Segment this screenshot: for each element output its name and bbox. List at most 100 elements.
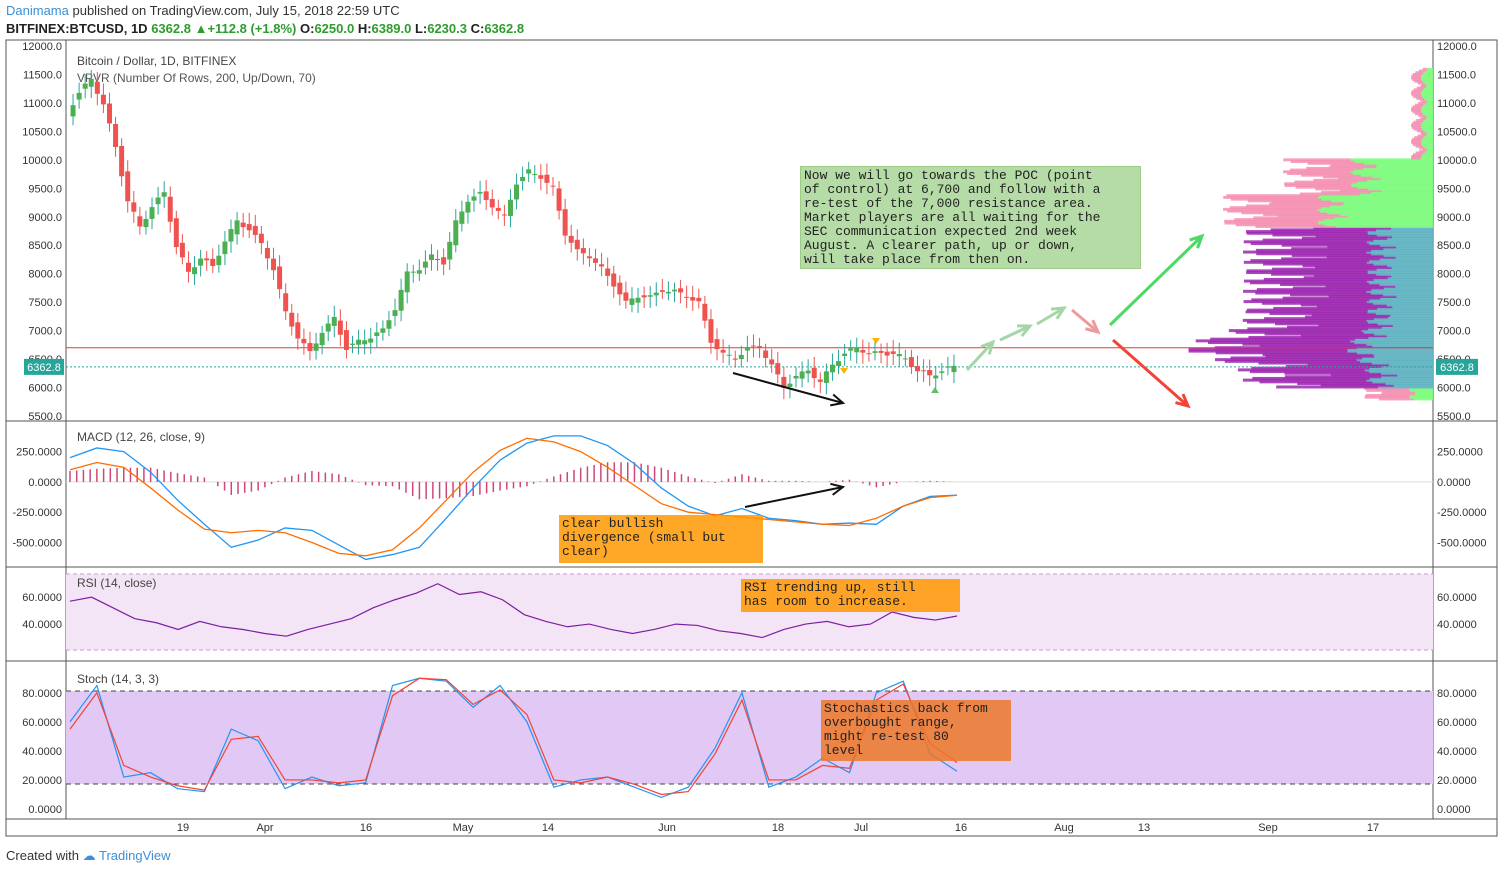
vp-bar-down <box>1337 177 1381 181</box>
vp-bar-down <box>1299 192 1360 196</box>
candle-body <box>836 361 842 367</box>
vp-bar-down <box>1315 235 1392 239</box>
vp-bar-down <box>1226 194 1320 198</box>
vp-bar-down <box>1412 105 1422 109</box>
candle-body <box>623 292 629 301</box>
vp-bar-up <box>1367 310 1433 314</box>
vp-bar-up <box>1319 194 1433 198</box>
vp-bar-down <box>1271 267 1377 271</box>
vp-bar-up <box>1421 122 1433 126</box>
vp-bar-up <box>1362 356 1433 360</box>
pane-tick-left: 80.0000 <box>22 688 62 700</box>
vp-bar-up <box>1371 361 1433 365</box>
candle-body <box>945 366 951 368</box>
candle-body <box>264 248 270 259</box>
vp-bar-down <box>1411 154 1422 158</box>
vp-bar-up <box>1421 74 1433 78</box>
vp-bar-down <box>1287 172 1353 176</box>
candle-body <box>119 145 125 177</box>
projection-arrow-2-head <box>1016 324 1034 338</box>
candle-body <box>860 350 866 353</box>
projection-arrow-1 <box>965 340 995 372</box>
pane-tick-right: 0.0000 <box>1437 477 1471 489</box>
vp-bar-down <box>1280 283 1380 287</box>
vp-bar-up <box>1381 371 1433 375</box>
vpvr-label: VPVR (Number Of Rows, 200, Up/Down, 70) <box>77 71 316 85</box>
candle-body <box>374 332 380 336</box>
vp-bar-up <box>1397 373 1433 377</box>
vp-bar-up <box>1375 312 1433 316</box>
vp-bar-down <box>1256 252 1372 256</box>
vp-bar-down <box>1321 190 1372 194</box>
vp-bar-up <box>1374 354 1433 358</box>
candle-body <box>106 103 112 124</box>
vp-bar-up <box>1423 151 1433 155</box>
publish-info: Danimama published on TradingView.com, J… <box>6 3 400 18</box>
candle-body <box>234 220 240 235</box>
vp-bar-down <box>1264 332 1375 336</box>
candle-body <box>179 242 185 258</box>
candle-body <box>696 297 702 302</box>
candle-body <box>198 258 204 266</box>
vp-bar-down <box>1285 364 1382 368</box>
vp-bar-up <box>1409 394 1433 398</box>
vp-bar-up <box>1383 286 1433 290</box>
candle-body <box>362 340 368 345</box>
pane-tick-left: 40.0000 <box>22 746 62 758</box>
vp-bar-up <box>1390 313 1433 317</box>
vp-bar-up <box>1379 257 1433 261</box>
price-tick-right: 7500.0 <box>1437 297 1471 309</box>
vp-bar-down <box>1327 245 1397 249</box>
price-tick-left: 6000.0 <box>28 383 62 395</box>
vp-bar-down <box>1230 356 1363 360</box>
vp-bar-up <box>1425 69 1433 73</box>
vp-bar-up <box>1331 199 1433 203</box>
stoch-k-line <box>69 677 958 799</box>
vp-bar-down <box>1307 161 1365 165</box>
vp-bar-down <box>1224 221 1319 225</box>
vp-bar-up <box>1392 305 1433 309</box>
vp-bar-up <box>1380 243 1433 247</box>
vp-bar-up <box>1424 101 1433 105</box>
candle-body <box>222 241 228 255</box>
candle-body <box>605 268 611 276</box>
sell-marker <box>872 338 880 344</box>
vp-bar-down <box>1413 88 1423 92</box>
vp-bar-up <box>1350 170 1433 174</box>
vp-bar-up <box>1420 124 1433 128</box>
vp-bar-up <box>1349 339 1433 343</box>
vp-bar-down <box>1242 318 1367 322</box>
vp-bar-down <box>1264 317 1374 321</box>
candle-body <box>829 364 835 373</box>
vp-bar-up <box>1321 206 1433 210</box>
buy-marker <box>931 387 939 393</box>
vp-bar-down <box>1329 165 1377 169</box>
footer: Created with ☁ TradingView <box>6 848 171 864</box>
macd-divergence-arrow <box>744 486 844 508</box>
vp-bar-down <box>1271 272 1377 276</box>
vp-bar-up <box>1414 397 1433 401</box>
vp-bar-down <box>1422 148 1428 152</box>
x-tick-label: 18 <box>772 822 784 834</box>
tradingview-link[interactable]: TradingView <box>99 848 171 863</box>
price-tick-left: 7500.0 <box>28 297 62 309</box>
note-rsi-trend: RSI trending up, still has room to incre… <box>741 579 960 612</box>
open-value: 6250.0 <box>314 21 355 36</box>
author-link[interactable]: Danimama <box>6 3 69 18</box>
close-label: C: <box>470 21 485 36</box>
vp-bar-down <box>1304 315 1389 319</box>
candle-body <box>775 363 781 375</box>
vp-bar-down <box>1241 211 1328 215</box>
price-tick-left: 9000.0 <box>28 212 62 224</box>
candle-body <box>337 320 343 335</box>
vp-bar-up <box>1366 318 1433 322</box>
vp-bar-up <box>1380 177 1433 181</box>
pane-tick-right: -250.0000 <box>1437 507 1487 519</box>
candle-body <box>380 328 386 333</box>
vp-bar-down <box>1339 189 1382 193</box>
vp-bar-up <box>1368 370 1433 374</box>
candle-body <box>386 320 392 329</box>
vp-bar-up <box>1354 341 1433 345</box>
vp-bar-up <box>1396 294 1433 298</box>
